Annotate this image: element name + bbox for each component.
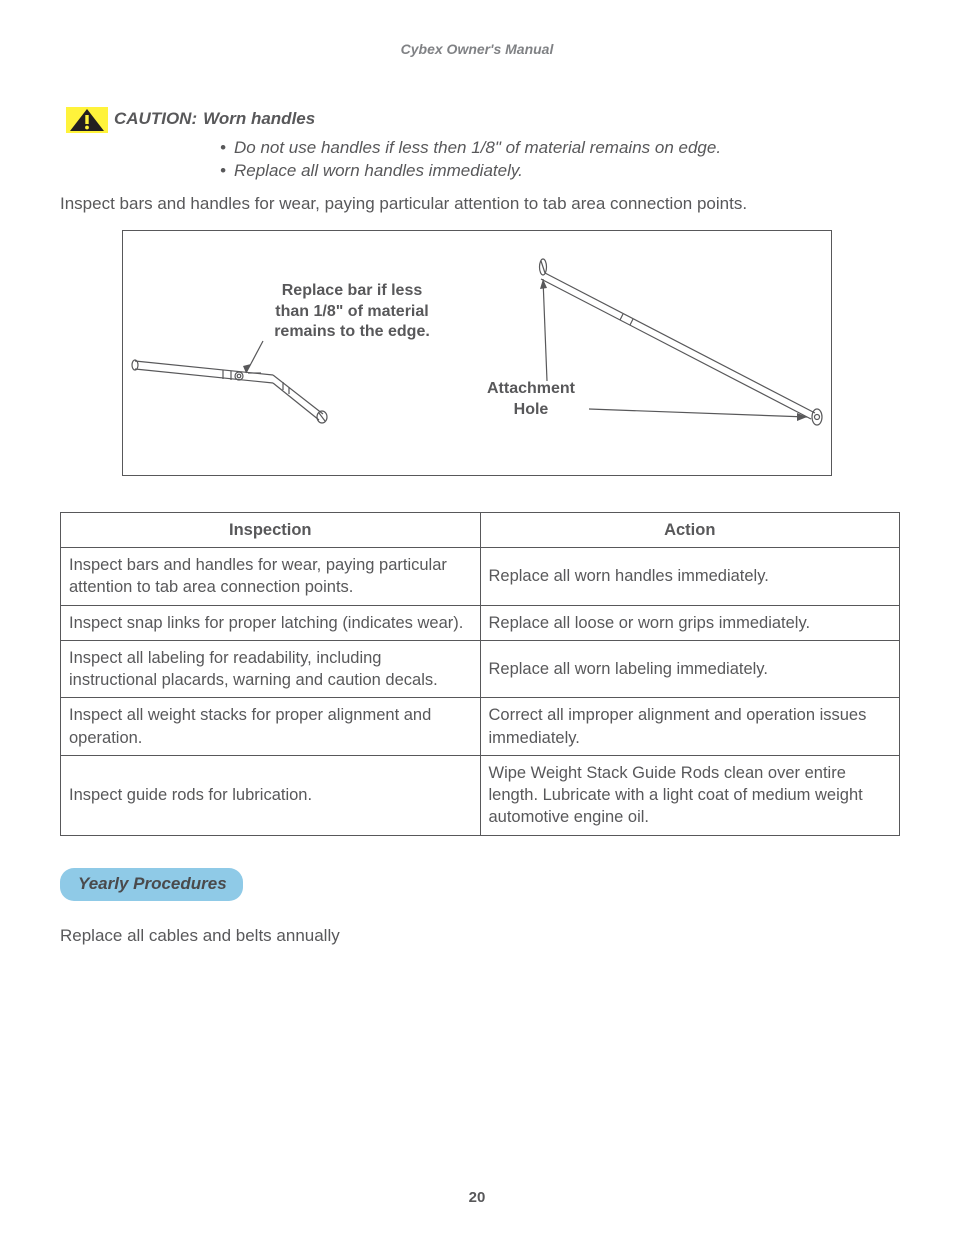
table-cell: Inspect snap links for proper latching (… [61,605,481,640]
caution-row: CAUTION: Worn handles [66,107,894,133]
table-cell: Correct all improper alignment and opera… [480,698,900,756]
inspection-table: Inspection Action Inspect bars and handl… [60,512,900,836]
table-row: Inspect guide rods for lubrication. Wipe… [61,755,900,835]
intro-text: Inspect bars and handles for wear, payin… [60,193,894,216]
header-title: Cybex Owner's Manual [60,40,894,59]
diagram-caption-2-line-1: Attachment [487,380,575,397]
table-row: Inspect bars and handles for wear, payin… [61,547,900,605]
table-cell: Inspect guide rods for lubrication. [61,755,481,835]
caution-bullet: Replace all worn handles immediately. [220,160,894,183]
caution-heading: Worn handles [203,108,315,131]
table-cell: Replace all worn handles immediately. [480,547,900,605]
table-cell: Inspect all labeling for readability, in… [61,640,481,698]
table-header-action: Action [480,512,900,547]
caution-bullet-list: Do not use handles if less then 1/8" of … [220,137,894,183]
diagram-caption-1-line-1: Replace bar if less [282,282,423,299]
diagram-caption-2-line-2: Hole [514,401,549,418]
table-cell: Replace all loose or worn grips immediat… [480,605,900,640]
table-row: Inspect all labeling for readability, in… [61,640,900,698]
table-row: Inspect all weight stacks for proper ali… [61,698,900,756]
table-cell: Replace all worn labeling immediately. [480,640,900,698]
page-number: 20 [60,1188,894,1208]
table-row: Inspect snap links for proper latching (… [61,605,900,640]
warning-icon [66,107,108,133]
table-cell: Inspect all weight stacks for proper ali… [61,698,481,756]
table-cell: Wipe Weight Stack Guide Rods clean over … [480,755,900,835]
table-cell: Inspect bars and handles for wear, payin… [61,547,481,605]
yearly-procedures-pill: Yearly Procedures [60,868,243,901]
diagram: Replace bar if less than 1/8" of materia… [122,230,832,476]
diagram-caption-1-line-3: remains to the edge. [274,323,430,340]
caution-label: CAUTION: [114,108,197,131]
yearly-body: Replace all cables and belts annually [60,925,894,948]
caution-bullet: Do not use handles if less then 1/8" of … [220,137,894,160]
yearly-procedures-label: Yearly Procedures [78,874,227,893]
diagram-caption-1-line-2: than 1/8" of material [275,303,428,320]
table-header-inspection: Inspection [61,512,481,547]
